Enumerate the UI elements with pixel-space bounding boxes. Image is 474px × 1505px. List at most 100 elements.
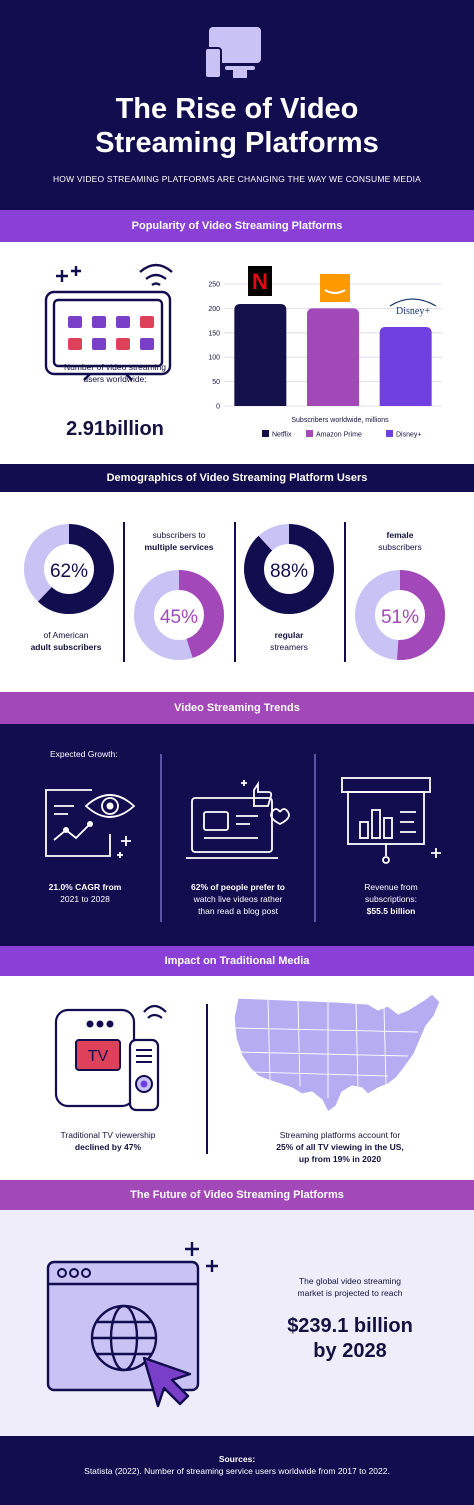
y-tick-label: 250 (208, 282, 220, 289)
amazon-prime-logo (320, 274, 350, 302)
donut-chart-female-subscribers: 51% (355, 570, 445, 660)
footer-sources: Sources: Statista (2022). Number of stre… (0, 1436, 474, 1505)
header-section: The Rise of Video Streaming Platforms HO… (0, 0, 474, 210)
trend-line: 62% of people prefer to (191, 882, 285, 892)
netflix-logo: N (248, 266, 272, 296)
expected-growth-label: Expected Growth: (50, 749, 118, 759)
bar-amazon-prime (307, 308, 359, 406)
y-tick-label: 200 (208, 306, 220, 313)
eye-analytics-icon (45, 789, 136, 858)
future-line: market is projected to reach (297, 1287, 403, 1298)
future-projection-value: $239.1 billion by 2028 (240, 1314, 460, 1364)
impact-line: Traditional TV viewership (60, 1130, 156, 1140)
divider (160, 754, 162, 922)
svg-text:N: N (252, 269, 268, 294)
donut-fill (244, 524, 334, 614)
svg-text:62%: 62% (50, 561, 88, 582)
legend-swatch (306, 430, 313, 437)
divider (206, 1004, 208, 1154)
bar-disney- (379, 326, 432, 406)
trend-line: watch live videos rather (193, 893, 283, 904)
stat-adult-subscribers-label: of American adult subscribers (10, 630, 122, 654)
impact-line: 25% of all TV viewing in the US, (276, 1141, 404, 1152)
legend-label: Netflix (272, 432, 292, 439)
section-heading-impact: Impact on Traditional Media (0, 946, 474, 976)
tv-remote-icon: TV (54, 1004, 167, 1112)
donut-chart-multiple-services: 45% (134, 570, 224, 660)
stat-label-line: regular (274, 630, 304, 640)
sources-text: Statista (2022). Number of streaming ser… (84, 1465, 390, 1476)
y-tick-label: 0 (216, 404, 220, 411)
svg-text:88%: 88% (270, 561, 308, 582)
stat-label-line: subscribers (378, 541, 422, 552)
stat-label-line: adult subscribers (30, 641, 102, 652)
demographics-section: 62% of American adult subscribers subscr… (0, 492, 474, 692)
trend-line: 21.0% CAGR from (48, 882, 122, 892)
svg-text:TV: TV (88, 1048, 109, 1065)
legend-label: Disney+ (396, 432, 421, 439)
trend-live-videos: 62% of people prefer to watch live video… (162, 882, 314, 918)
section-heading-future: The Future of Video Streaming Platforms (0, 1180, 474, 1210)
future-value-line: $239.1 billion (287, 1315, 413, 1337)
smart-tv-icon (44, 263, 173, 381)
trend-line: Revenue from (364, 882, 418, 892)
trend-line: $55.5 billion (366, 905, 416, 916)
trend-cagr: 21.0% CAGR from 2021 to 2028 (10, 882, 160, 906)
y-tick-label: 50 (212, 379, 220, 386)
trends-section: Expected Growth: 21.0% CAGR from 2021 to… (0, 724, 474, 946)
stat-label-line: female (386, 530, 414, 540)
title-line-2: Streaming Platforms (95, 127, 379, 159)
divider (314, 754, 316, 922)
donut-chart-adult-subscribers: 62% (24, 524, 114, 614)
svg-text:51%: 51% (381, 607, 419, 628)
donut-fill (24, 524, 114, 614)
trend-line: subscriptions: (365, 893, 417, 904)
bar-netflix (234, 304, 287, 406)
presentation-board-icon (341, 777, 441, 864)
legend-label: Amazon Prime (316, 432, 362, 439)
legend-swatch (386, 430, 393, 437)
stat-label-line: streamers (270, 641, 308, 652)
stat-regular-streamers-label: regular streamers (234, 630, 344, 654)
impact-line: Streaming platforms account for (279, 1130, 401, 1140)
legend-swatch (262, 430, 269, 437)
users-label-line-1: Number of video streaming (63, 362, 167, 372)
svg-text:Disney+: Disney+ (396, 306, 430, 317)
impact-line: up from 19% in 2020 (298, 1153, 382, 1164)
page-title: The Rise of Video Streaming Platforms (0, 92, 474, 160)
browser-globe-icon (46, 1242, 218, 1408)
future-line: The global video streaming (298, 1276, 402, 1286)
section-heading-demographics: Demographics of Video Streaming Platform… (0, 464, 474, 492)
svg-text:45%: 45% (160, 607, 198, 628)
impact-tv-viewership: Traditional TV viewership declined by 47… (10, 1130, 206, 1154)
sources-label: Sources: (218, 1454, 256, 1464)
popularity-section: Number of video streaming users worldwid… (0, 242, 474, 464)
trend-line: 2021 to 2028 (60, 893, 110, 904)
donut-fill (355, 570, 445, 660)
users-label-line-2: users worldwide: (83, 373, 147, 384)
future-value-line: by 2028 (313, 1340, 387, 1362)
y-tick-label: 150 (208, 330, 220, 337)
future-projection-label: The global video streaming market is pro… (250, 1276, 450, 1300)
subscribers-chart: 0 50 100 150 200 250 N Disney+ Subscribers wo… (208, 266, 442, 439)
users-value: 2.91billion (66, 418, 164, 440)
stat-multiple-services-label: subscribers to multiple services (124, 530, 234, 554)
us-map-icon (233, 993, 441, 1113)
divider (234, 522, 236, 662)
stat-label-line: subscribers to (152, 530, 206, 540)
trend-revenue: Revenue from subscriptions: $55.5 billio… (316, 882, 466, 918)
disney-plus-logo: Disney+ (389, 298, 437, 317)
stat-label-line: of American (43, 630, 89, 640)
future-section: The global video streaming market is pro… (0, 1210, 474, 1436)
section-heading-trends: Video Streaming Trends (0, 692, 474, 724)
donut-chart-regular-streamers: 88% (244, 524, 334, 614)
laptop-like-icon (186, 780, 290, 859)
impact-section: TV Traditional TV viewership declined by… (0, 976, 474, 1180)
divider (344, 522, 346, 662)
y-tick-label: 100 (208, 355, 220, 362)
divider (123, 522, 125, 662)
section-heading-popularity: Popularity of Video Streaming Platforms (0, 210, 474, 242)
users-label: Number of video streaming users worldwid… (20, 362, 210, 386)
page-subtitle: HOW VIDEO STREAMING PLATFORMS ARE CHANGI… (52, 174, 422, 184)
impact-streaming-share: Streaming platforms account for 25% of a… (210, 1130, 470, 1166)
